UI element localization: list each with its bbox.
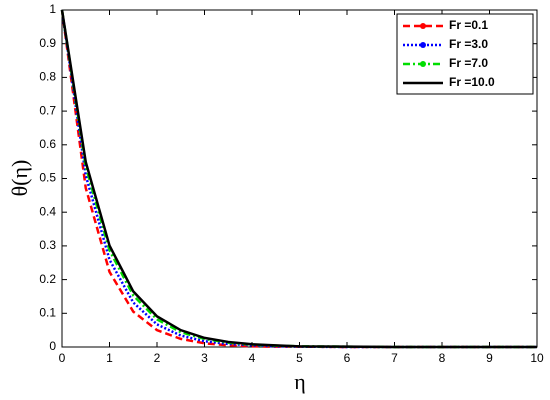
x-tick-label: 5: [296, 351, 303, 365]
x-tick-label: 2: [154, 351, 161, 365]
legend-label: Fr =3.0: [449, 37, 488, 51]
y-tick-label: 0.6: [39, 137, 56, 151]
x-tick-label: 6: [344, 351, 351, 365]
legend-box: [396, 13, 534, 95]
legend-label: Fr =10.0: [449, 75, 495, 89]
x-tick-label: 0: [59, 351, 66, 365]
legend-marker: [420, 61, 426, 67]
y-tick-label: 0.2: [39, 272, 56, 286]
x-axis-label: η: [294, 369, 306, 394]
y-tick-label: 1: [49, 2, 56, 16]
y-tick-label: 0.8: [39, 70, 56, 84]
legend-label: Fr =0.1: [449, 18, 488, 32]
y-tick-label: 0.3: [39, 238, 56, 252]
legend-marker: [420, 42, 426, 48]
y-tick-label: 0.7: [39, 103, 56, 117]
legend-marker: [420, 23, 426, 29]
x-tick-label: 4: [249, 351, 256, 365]
x-tick-label: 10: [530, 351, 544, 365]
x-tick-label: 9: [486, 351, 493, 365]
y-axis-label: θ(η): [7, 160, 32, 197]
y-tick-label: 0.5: [39, 171, 56, 185]
y-tick-label: 0.4: [39, 204, 56, 218]
x-tick-label: 1: [106, 351, 113, 365]
y-tick-label: 0: [49, 339, 56, 353]
legend-label: Fr =7.0: [449, 56, 488, 70]
x-tick-label: 7: [391, 351, 398, 365]
y-tick-label: 0.1: [39, 305, 56, 319]
x-tick-label: 8: [439, 351, 446, 365]
x-tick-label: 3: [201, 351, 208, 365]
y-tick-label: 0.9: [39, 36, 56, 50]
series-line: [60, 9, 537, 349]
